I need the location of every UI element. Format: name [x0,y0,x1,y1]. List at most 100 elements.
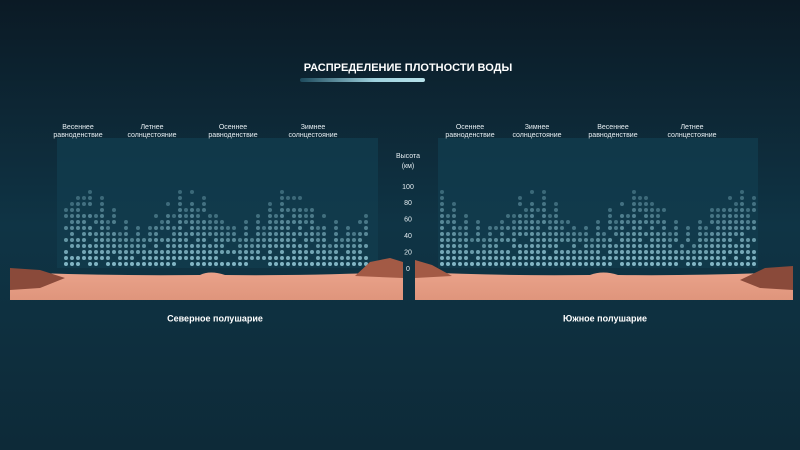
density-dot [656,238,660,242]
density-dot [506,214,510,218]
density-dot [82,214,86,218]
density-dot [172,244,176,248]
density-dot [268,262,272,266]
density-dot [704,256,708,260]
density-dot [458,244,462,248]
density-dot [632,256,636,260]
density-dot [542,196,546,200]
density-dot [190,214,194,218]
density-dot [626,250,630,254]
density-dot [118,232,122,236]
density-dot [118,256,122,260]
density-dot [452,232,456,236]
density-dot [686,232,690,236]
density-dot [548,226,552,230]
density-dot [142,238,146,242]
density-dot [440,202,444,206]
density-dot [364,214,368,218]
density-dot [268,250,272,254]
density-dot [752,250,756,254]
density-dot [470,238,474,242]
density-dot [554,214,558,218]
density-dot [584,256,588,260]
density-dot [584,238,588,242]
density-dot [298,232,302,236]
density-dot [244,226,248,230]
density-dot [226,250,230,254]
density-dot [740,214,744,218]
density-dot [470,262,474,266]
density-dot [662,208,666,212]
density-dot [88,202,92,206]
density-dot [82,238,86,242]
density-dot [662,262,666,266]
density-dot [298,244,302,248]
density-dot [500,232,504,236]
density-dot [512,256,516,260]
density-dot [578,238,582,242]
density-dot [728,232,732,236]
density-dot [728,226,732,230]
density-dot [632,196,636,200]
density-dot [220,244,224,248]
density-dot [542,232,546,236]
density-dot [722,244,726,248]
density-dot [364,256,368,260]
density-dot [476,238,480,242]
density-dot [94,220,98,224]
density-dot [488,262,492,266]
density-dot [286,226,290,230]
density-dot [256,214,260,218]
density-dot [620,226,624,230]
density-dot [124,220,128,224]
density-dot [620,250,624,254]
density-dot [352,238,356,242]
density-dot [710,262,714,266]
density-dot [686,250,690,254]
density-dot [662,226,666,230]
density-dot [316,232,320,236]
density-dot [208,250,212,254]
density-dot [602,262,606,266]
density-dot [340,244,344,248]
density-dot [334,256,338,260]
density-dot [530,262,534,266]
density-dot [190,232,194,236]
density-dot [494,238,498,242]
density-dot [76,220,80,224]
density-dot [352,262,356,266]
density-dot [518,196,522,200]
density-dot [734,256,738,260]
density-dot [542,202,546,206]
density-dot [728,244,732,248]
density-dot [64,250,68,254]
density-dot [614,232,618,236]
density-dot [280,190,284,194]
density-dot [620,262,624,266]
density-dot [256,244,260,248]
density-dot [716,220,720,224]
density-dot [632,202,636,206]
density-dot [638,262,642,266]
density-dot [106,244,110,248]
density-dot [214,232,218,236]
axis-tick-label: 80 [404,200,412,207]
density-dot [94,238,98,242]
density-dot [632,244,636,248]
density-dot [142,262,146,266]
density-dot [440,238,444,242]
density-dot [220,220,224,224]
density-dot [280,238,284,242]
density-dot [364,226,368,230]
season-label: солнцестояние [127,132,176,139]
density-dot [208,256,212,260]
density-dot [524,262,528,266]
density-dot [202,226,206,230]
density-dot [322,238,326,242]
density-dot [638,196,642,200]
density-dot [100,238,104,242]
density-dot [626,262,630,266]
density-dot [358,244,362,248]
density-dot [704,232,708,236]
